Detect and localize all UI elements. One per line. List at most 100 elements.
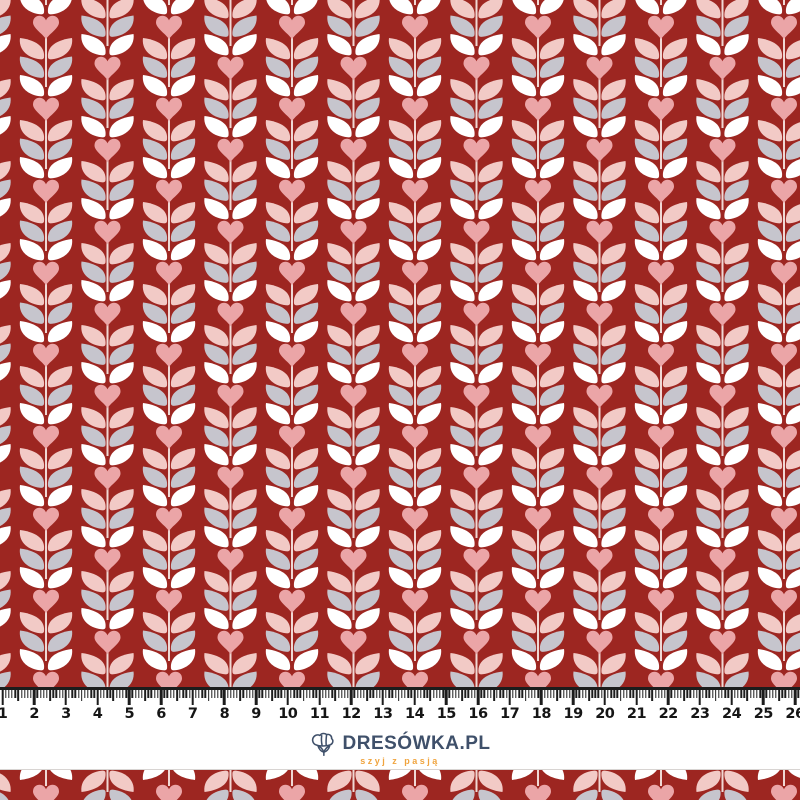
ruler-tick bbox=[518, 687, 520, 698]
ruler-tick bbox=[172, 687, 175, 698]
ruler-tick bbox=[734, 687, 736, 698]
ruler-tick bbox=[607, 687, 609, 698]
ruler-tick bbox=[204, 687, 207, 698]
ruler-tick bbox=[103, 687, 105, 698]
ruler-tick bbox=[543, 687, 546, 698]
ruler-tick bbox=[394, 687, 397, 698]
ruler-tick bbox=[629, 687, 631, 698]
ruler-tick bbox=[740, 687, 742, 698]
ruler-tick bbox=[268, 687, 270, 698]
ruler-tick bbox=[8, 687, 10, 698]
ruler-tick bbox=[474, 687, 476, 698]
ruler-tick bbox=[185, 687, 188, 698]
ruler-tick bbox=[207, 687, 210, 701]
ruler-number: 13 bbox=[373, 706, 393, 722]
ruler-number: 4 bbox=[92, 706, 103, 722]
ruler-tick bbox=[759, 687, 761, 698]
ruler-tick bbox=[458, 687, 460, 698]
ruler-tick bbox=[737, 687, 739, 698]
ruler-number: 15 bbox=[436, 706, 457, 722]
ruler-tick bbox=[4, 687, 7, 698]
ruler-tick bbox=[698, 687, 702, 705]
ruler-tick bbox=[52, 687, 54, 698]
ruler-tick bbox=[521, 687, 524, 698]
ruler-tick bbox=[436, 687, 438, 698]
brand-tagline: szyj z pasją bbox=[360, 756, 440, 766]
ruler-tick bbox=[680, 687, 682, 698]
ruler-tick bbox=[64, 687, 68, 705]
brand-logo: DRESÓWKA.PL bbox=[310, 732, 491, 756]
ruler-tick bbox=[337, 687, 340, 698]
ruler-tick bbox=[112, 687, 115, 701]
ruler-tick bbox=[71, 687, 73, 698]
ruler-tick bbox=[508, 687, 511, 705]
ruler-tick bbox=[423, 687, 425, 698]
ruler-tick bbox=[46, 687, 48, 698]
ruler-tick bbox=[496, 687, 498, 698]
ruler-tick bbox=[626, 687, 628, 698]
ruler-tick bbox=[211, 687, 213, 698]
ruler-tick bbox=[58, 687, 61, 698]
ruler-tick bbox=[134, 687, 137, 698]
ruler-tick bbox=[379, 687, 381, 698]
ruler-tick bbox=[280, 687, 283, 698]
ruler-tick bbox=[74, 687, 77, 698]
brand-name: DRESÓWKA.PL bbox=[342, 733, 491, 754]
ruler-number: 25 bbox=[753, 706, 774, 722]
ruler-tick bbox=[1, 687, 4, 705]
ruler-tick bbox=[550, 687, 552, 698]
ruler-tick bbox=[385, 687, 387, 698]
ruler-tick bbox=[77, 687, 80, 698]
ruler-tick bbox=[159, 687, 163, 705]
ruler-number: 18 bbox=[531, 706, 552, 722]
ruler-tick bbox=[360, 687, 362, 698]
ruler-number: 23 bbox=[690, 706, 710, 722]
ruler-tick bbox=[787, 687, 790, 698]
ruler-tick bbox=[27, 687, 29, 698]
ruler-tick bbox=[730, 687, 733, 705]
ruler-tick bbox=[233, 687, 235, 698]
ruler-tick bbox=[128, 687, 131, 705]
ruler-number: 20 bbox=[595, 706, 615, 722]
ruler-tick bbox=[505, 687, 508, 698]
ruler-tick bbox=[17, 687, 20, 701]
ruler-tick bbox=[115, 687, 118, 698]
ruler-number: 6 bbox=[156, 706, 166, 722]
ruler-tick bbox=[349, 687, 353, 705]
ruler-tick bbox=[515, 687, 517, 698]
ruler-tick bbox=[176, 687, 178, 701]
ruler-tick bbox=[666, 687, 670, 705]
ruler-tick bbox=[299, 687, 302, 698]
ruler-tick bbox=[258, 687, 260, 698]
ruler-tick bbox=[39, 687, 42, 698]
ruler-tick bbox=[553, 687, 555, 698]
ruler-tick bbox=[594, 687, 596, 698]
ruler-tick bbox=[144, 687, 146, 701]
ruler-tick bbox=[290, 687, 292, 698]
ruler-tick bbox=[702, 687, 704, 698]
ruler-tick bbox=[689, 687, 692, 698]
ruler-tick bbox=[534, 687, 536, 698]
ruler-number: 11 bbox=[309, 706, 330, 722]
ruler-tick bbox=[638, 687, 641, 698]
ruler-tick bbox=[410, 687, 413, 698]
ruler-tick bbox=[141, 687, 143, 698]
ruler-tick bbox=[328, 687, 330, 698]
ruler-tick bbox=[286, 687, 290, 705]
ruler-tick bbox=[381, 687, 385, 705]
ruler-tick bbox=[138, 687, 140, 698]
ruler-tick bbox=[32, 687, 36, 705]
ruler-tick bbox=[432, 687, 435, 698]
ruler-tick bbox=[242, 687, 245, 698]
ruler-tick bbox=[708, 687, 711, 698]
ruler-tick bbox=[635, 687, 638, 705]
ruler-tick bbox=[153, 687, 156, 698]
ruler-tick bbox=[318, 687, 321, 705]
ruler-tick bbox=[375, 687, 378, 698]
ruler-number: 21 bbox=[626, 706, 647, 722]
ruler-tick bbox=[261, 687, 264, 698]
ruler-tick bbox=[756, 687, 758, 698]
ruler-tick bbox=[654, 687, 657, 698]
ruler-tick bbox=[765, 687, 768, 698]
